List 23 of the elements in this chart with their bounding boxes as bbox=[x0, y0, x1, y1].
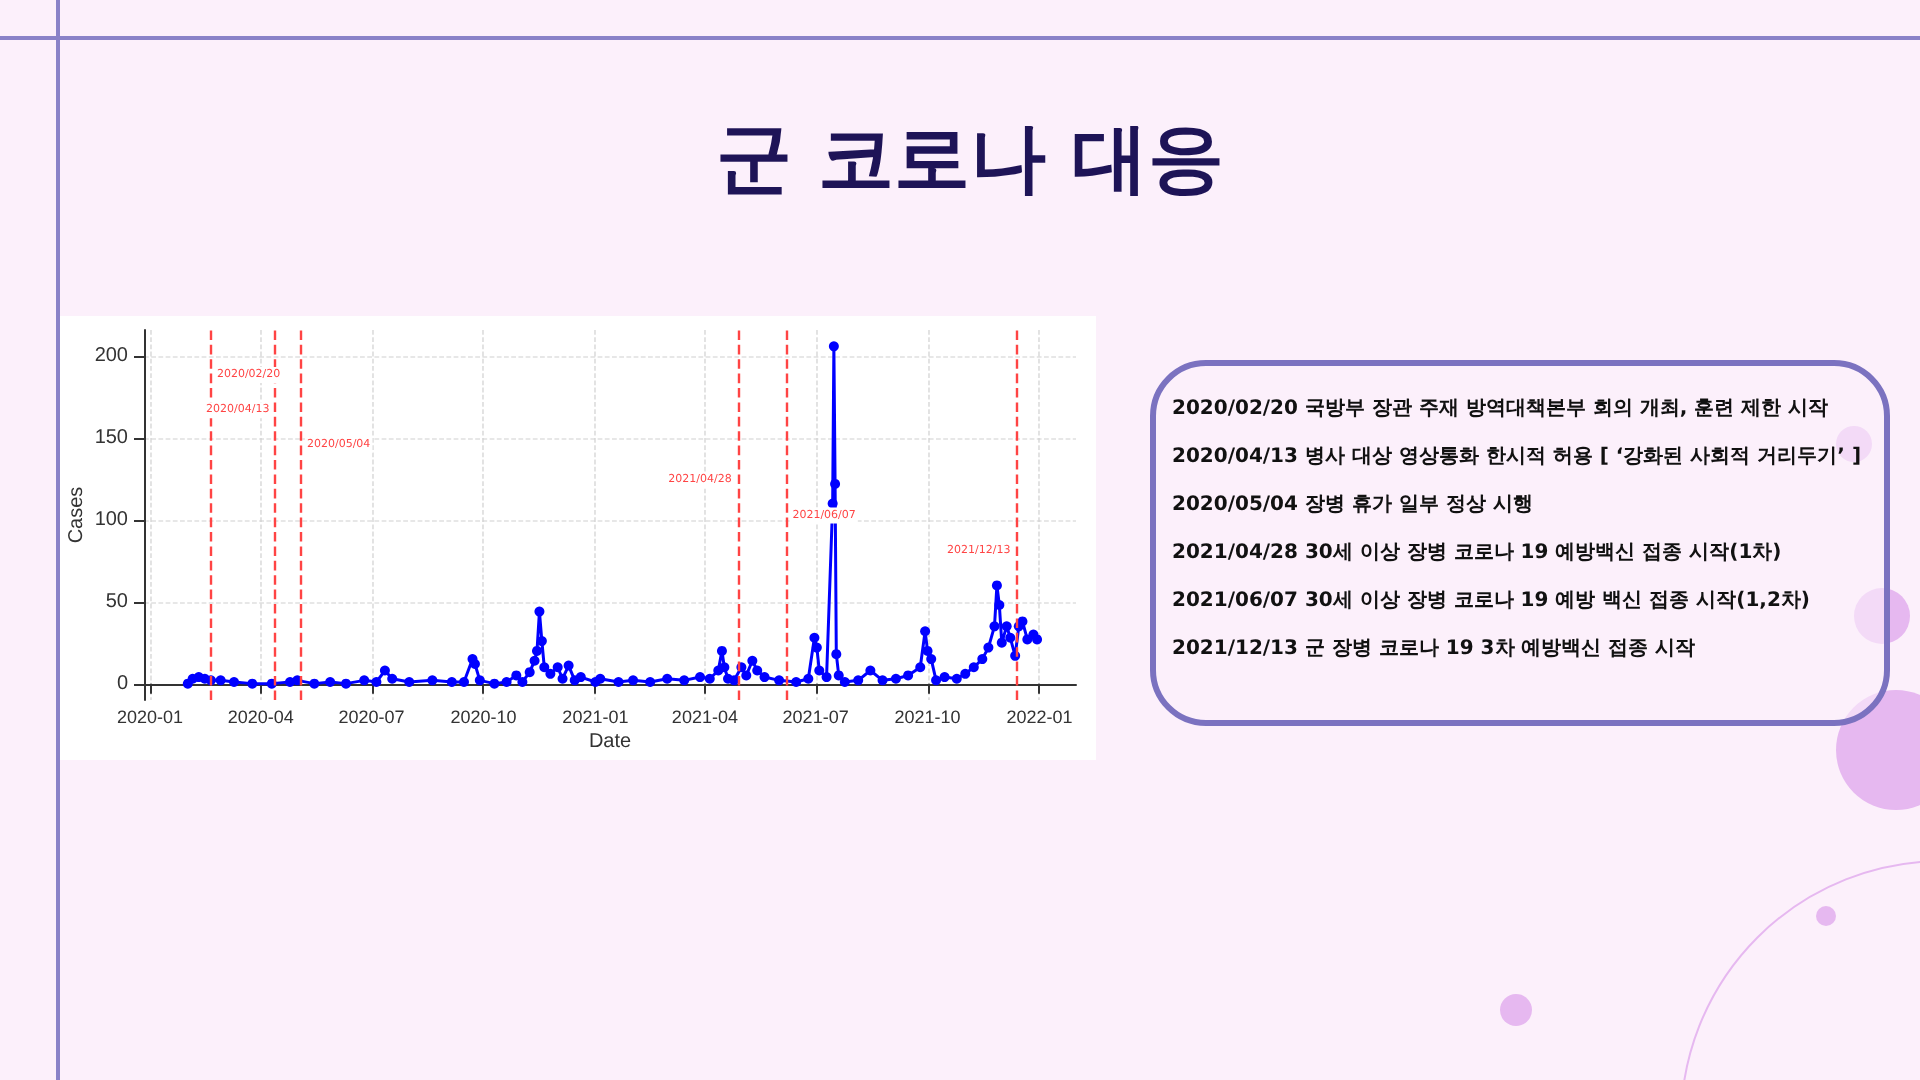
x-tick-label: 2021-10 bbox=[894, 707, 961, 727]
x-tick-label: 2020-01 bbox=[117, 707, 184, 727]
text: 2021/06/07 30세 이상 장병 코로나 19 예방 백신 접종 시작(1,2차) bbox=[1172, 588, 1812, 616]
text: 2020/05/04 장병 휴가 일부 정상 시행 bbox=[1172, 492, 1535, 520]
y-tick-label: 50 bbox=[105, 590, 129, 613]
x-tick-label: 2021-07 bbox=[782, 707, 849, 727]
text: 2020/02/20 국방부 장관 주재 방역대책본부 회의 개최, 훈련 제한 시작 bbox=[1172, 396, 1831, 424]
x-tick-label: 2020-10 bbox=[450, 707, 517, 727]
y-tick-label: 150 bbox=[94, 427, 129, 450]
chart-title: 군 코로나 대응 bbox=[715, 114, 1225, 202]
x-tick-label: 2020-04 bbox=[227, 707, 294, 727]
x-tick-label: 2021-04 bbox=[671, 707, 738, 727]
y-tick-label: 0 bbox=[116, 672, 129, 695]
text: 2021/04/28 30세 이상 장병 코로나 19 예방백신 접종 시작(1차) bbox=[1172, 540, 1784, 568]
x-tick-label: 2020-07 bbox=[338, 707, 405, 727]
text: 2021/12/13 군 장병 코로나 19 3차 예방백신 접종 시작 bbox=[1172, 636, 1698, 664]
y-tick-label: 200 bbox=[94, 345, 129, 368]
text: 2020/04/13 병사 대상 영상통화 한시적 허용 [ ‘강화된 사회적 거리두기’ ] bbox=[1172, 444, 1864, 472]
y-tick-label: 100 bbox=[94, 508, 129, 531]
x-tick-label: 2022-01 bbox=[1006, 707, 1073, 727]
y-axis-title: Cases bbox=[65, 486, 88, 544]
x-axis-title: Date bbox=[588, 731, 632, 753]
x-tick-label: 2021-01 bbox=[562, 707, 629, 727]
